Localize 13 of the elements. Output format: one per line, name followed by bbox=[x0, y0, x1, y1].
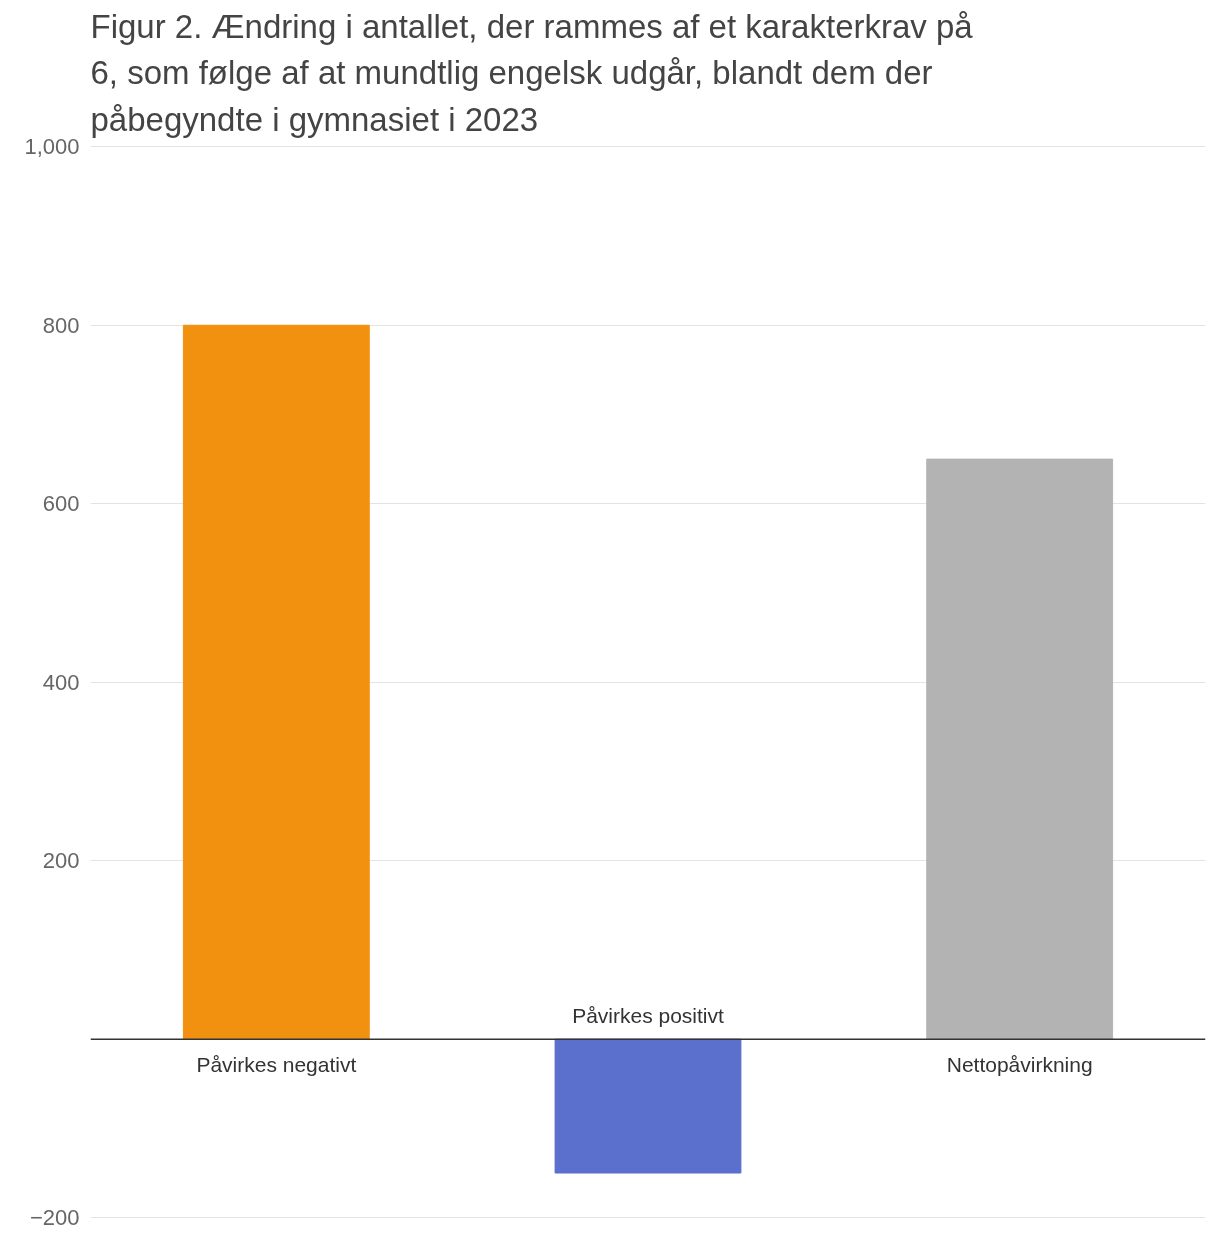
x-tick-label: Påvirkes negativt bbox=[196, 1053, 357, 1077]
chart-title: Figur 2. Ændring i antallet, der rammes af et karakterkrav på 6, som følge af at mundtlig engelsk udgår, blandt dem der påbegyndte i gymnasiet i 2023 bbox=[90, 8, 974, 138]
y-tick-label: 200 bbox=[42, 848, 80, 874]
y-tick-label: 800 bbox=[42, 312, 80, 338]
bar bbox=[554, 1038, 742, 1174]
y-tick-label: 600 bbox=[42, 491, 80, 517]
x-tick-label: Påvirkes positivt bbox=[572, 1004, 725, 1028]
x-tick-label: Nettopåvirkning bbox=[946, 1053, 1093, 1077]
y-tick-label: −200 bbox=[29, 1205, 80, 1231]
y-tick-label: 1,000 bbox=[24, 134, 80, 160]
bar bbox=[926, 458, 1114, 1040]
y-tick-label: 400 bbox=[42, 669, 80, 695]
bar bbox=[182, 324, 370, 1040]
